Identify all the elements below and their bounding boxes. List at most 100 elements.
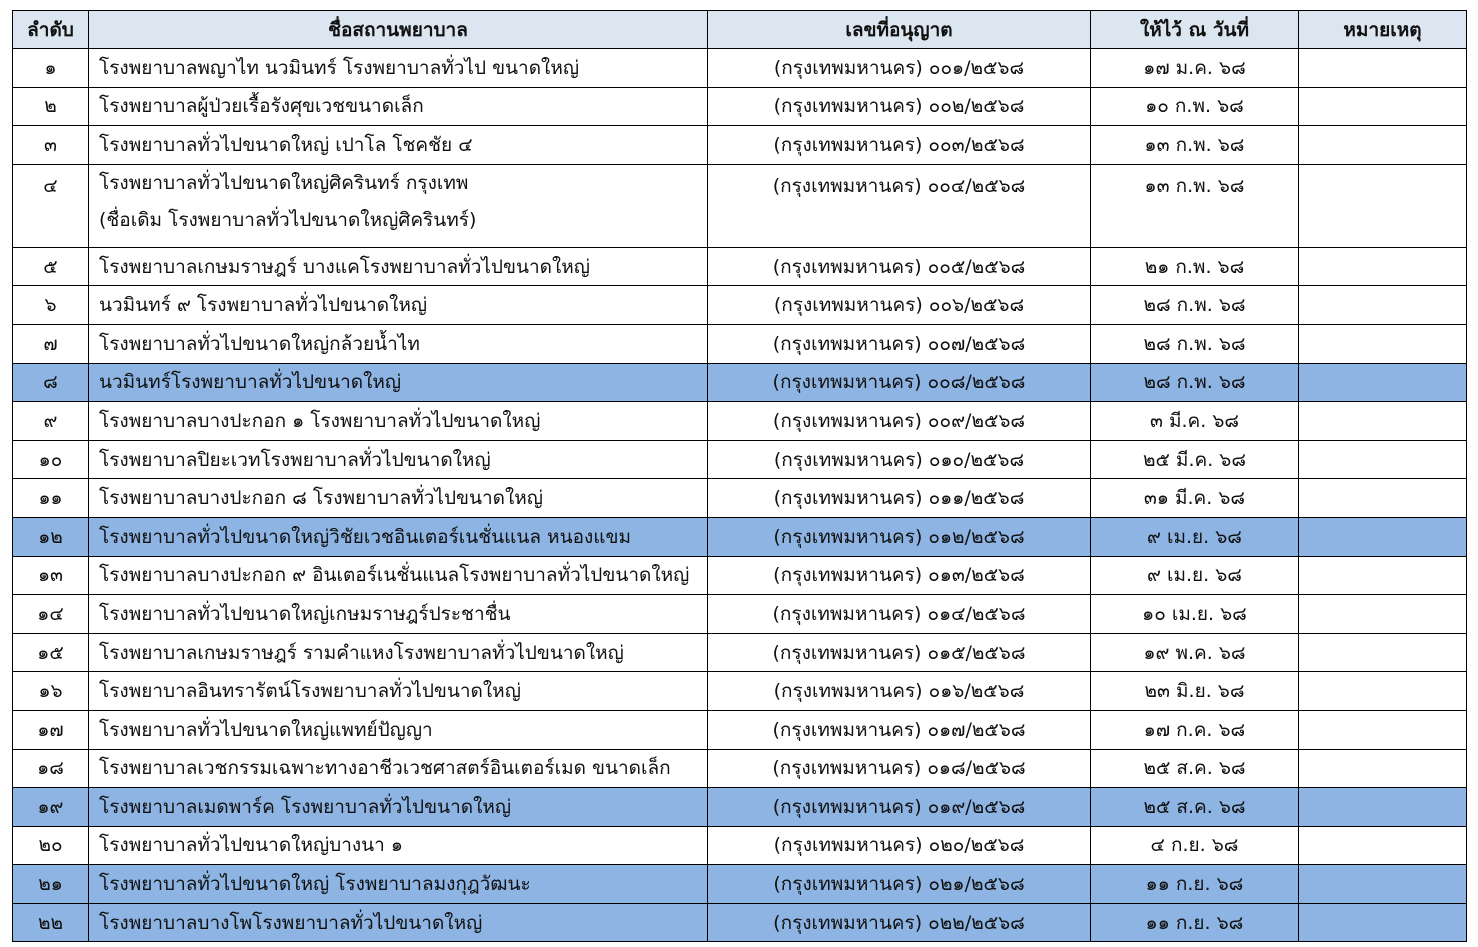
cell-name: โรงพยาบาลพญาไท นวมินทร์ โรงพยาบาลทั่วไป … [88, 48, 708, 88]
table-row: ๔โรงพยาบาลทั่วไปขนาดใหญ่ศิครินทร์ กรุงเท… [12, 163, 1467, 248]
cell-license: (กรุงเทพมหานคร) ๐๑๖/๒๕๖๘ [707, 671, 1091, 711]
table-row: ๑๘ โรงพยาบาลเวชกรรมเฉพาะทางอาชีวเวชศาสตร์… [12, 748, 1467, 789]
hospital-name: โรงพยาบาลพญาไท นวมินทร์ โรงพยาบาลทั่วไป … [99, 56, 580, 79]
table-row: ๑๒ โรงพยาบาลทั่วไปขนาดใหญ่วิชัยเวชอินเตอร… [12, 516, 1467, 557]
hospital-name: โรงพยาบาลเกษมราษฎร์ บางแคโรงพยาบาลทั่วไป… [99, 255, 590, 278]
table-row: ๖ นวมินทร์ ๙ โรงพยาบาลทั่วไปขนาดใหญ่ (กรุง… [12, 285, 1467, 325]
table-row: ๑๗ โรงพยาบาลทั่วไปขนาดใหญ่แพทย์ปัญญา (กรุง… [12, 709, 1467, 750]
cell-name: โรงพยาบาลทั่วไปขนาดใหญ่ศิครินทร์ กรุงเทพ… [88, 163, 708, 248]
cell-license: (กรุงเทพมหานคร) ๐๑๙/๒๕๖๘ [707, 787, 1091, 827]
cell-no: ๒๑ [12, 864, 89, 904]
hospital-license-table: ลำดับ ชื่อสถานพยาบาล เลขที่อนุญาต ให้ไว้… [12, 10, 1467, 943]
cell-name: โรงพยาบาลทั่วไปขนาดใหญ่กล้วยน้ำไท [88, 323, 708, 364]
cell-no: ๑๗ [12, 709, 89, 750]
cell-name: นวมินทร์โรงพยาบาลทั่วไปขนาดใหญ่ [88, 362, 708, 403]
cell-license: (กรุงเทพมหานคร) ๐๐๔/๒๕๖๘ [707, 163, 1091, 248]
table-row: ๒ โรงพยาบาลผู้ป่วยเรื้อรังศุขเวชขนาดเล็ก (… [12, 86, 1467, 127]
cell-note [1298, 48, 1467, 88]
cell-no: ๖ [12, 285, 89, 325]
cell-note [1298, 787, 1467, 827]
hospital-name: โรงพยาบาลทั่วไปขนาดใหญ่แพทย์ปัญญา [99, 718, 433, 741]
cell-name: โรงพยาบาลบางปะกอก ๘ โรงพยาบาลทั่วไปขนาดใ… [88, 478, 708, 518]
cell-no: ๗ [12, 323, 89, 364]
header-no: ลำดับ [12, 10, 89, 49]
hospital-name: โรงพยาบาลอินทรารัตน์โรงพยาบาลทั่วไปขนาดใ… [99, 680, 521, 703]
cell-license: (กรุงเทพมหานคร) ๐๐๑/๒๕๖๘ [707, 48, 1091, 88]
cell-license: (กรุงเทพมหานคร) ๐๑๓/๒๕๖๘ [707, 555, 1091, 596]
cell-name: โรงพยาบาลทั่วไปขนาดใหญ่เกษมราษฎร์ประชาชื… [88, 594, 708, 634]
cell-note [1298, 362, 1467, 403]
cell-note [1298, 323, 1467, 364]
cell-note [1298, 825, 1467, 866]
hospital-name: โรงพยาบาลเมดพาร์ค โรงพยาบาลทั่วไปขนาดใหญ… [99, 795, 512, 818]
cell-no: ๔ [12, 163, 89, 248]
cell-date: ๑๐ เม.ย. ๖๘ [1090, 594, 1299, 634]
cell-date: ๑๓ ก.พ. ๖๘ [1090, 163, 1299, 248]
cell-date: ๒๕ ส.ค. ๖๘ [1090, 787, 1299, 827]
cell-no: ๘ [12, 362, 89, 403]
cell-note [1298, 632, 1467, 673]
cell-date: ๒๘ ก.พ. ๖๘ [1090, 285, 1299, 325]
cell-name: โรงพยาบาลทั่วไปขนาดใหญ่บางนา ๑ [88, 825, 708, 866]
cell-license: (กรุงเทพมหานคร) ๐๐๓/๒๕๖๘ [707, 125, 1091, 165]
header-license: เลขที่อนุญาต [707, 10, 1091, 49]
header-date: ให้ไว้ ณ วันที่ [1090, 10, 1299, 49]
cell-date: ๒๑ ก.พ. ๖๘ [1090, 246, 1299, 287]
cell-no: ๙ [12, 401, 89, 441]
table-row: ๓ โรงพยาบาลทั่วไปขนาดใหญ่ เปาโล โชคชัย ๔ (… [12, 125, 1467, 165]
cell-note [1298, 163, 1467, 248]
cell-no: ๑๕ [12, 632, 89, 673]
cell-license: (กรุงเทพมหานคร) ๐๐๙/๒๕๖๘ [707, 401, 1091, 441]
cell-note [1298, 478, 1467, 518]
cell-name: โรงพยาบาลผู้ป่วยเรื้อรังศุขเวชขนาดเล็ก [88, 86, 708, 127]
cell-name: โรงพยาบาลเกษมราษฎร์ รามคำแหงโรงพยาบาลทั่… [88, 632, 708, 673]
table-body: ๑ โรงพยาบาลพญาไท นวมินทร์ โรงพยาบาลทั่วไป… [12, 48, 1467, 943]
cell-note [1298, 864, 1467, 904]
cell-no: ๑ [12, 48, 89, 88]
hospital-name: โรงพยาบาลทั่วไปขนาดใหญ่ศิครินทร์ กรุงเทพ [99, 171, 469, 194]
hospital-name: โรงพยาบาลบางโพโรงพยาบาลทั่วไปขนาดใหญ่ [99, 911, 483, 934]
cell-date: ๒๘ ก.พ. ๖๘ [1090, 323, 1299, 364]
cell-note [1298, 671, 1467, 711]
table-row: ๑๑ โรงพยาบาลบางปะกอก ๘ โรงพยาบาลทั่วไปขนา… [12, 478, 1467, 518]
table-row: ๑ โรงพยาบาลพญาไท นวมินทร์ โรงพยาบาลทั่วไป… [12, 48, 1467, 88]
cell-name: โรงพยาบาลทั่วไปขนาดใหญ่ เปาโล โชคชัย ๔ [88, 125, 708, 165]
cell-name: โรงพยาบาลบางโพโรงพยาบาลทั่วไปขนาดใหญ่ [88, 902, 708, 943]
cell-no: ๑๘ [12, 748, 89, 789]
cell-note [1298, 246, 1467, 287]
cell-license: (กรุงเทพมหานคร) ๐๐๕/๒๕๖๘ [707, 246, 1091, 287]
cell-license: (กรุงเทพมหานคร) ๐๐๗/๒๕๖๘ [707, 323, 1091, 364]
cell-license: (กรุงเทพมหานคร) ๐๑๑/๒๕๖๘ [707, 478, 1091, 518]
cell-note [1298, 516, 1467, 557]
cell-date: ๑๑ ก.ย. ๖๘ [1090, 902, 1299, 943]
cell-no: ๒ [12, 86, 89, 127]
cell-name: โรงพยาบาลทั่วไปขนาดใหญ่ โรงพยาบาลมงกุฎวั… [88, 864, 708, 904]
table-row: ๘ นวมินทร์โรงพยาบาลทั่วไปขนาดใหญ่ (กรุงเทพ… [12, 362, 1467, 403]
cell-no: ๑๑ [12, 478, 89, 518]
cell-license: (กรุงเทพมหานคร) ๐๐๒/๒๕๖๘ [707, 86, 1091, 127]
cell-license: (กรุงเทพมหานคร) ๐๑๘/๒๕๖๘ [707, 748, 1091, 789]
hospital-former-name: (ชื่อเดิม โรงพยาบาลทั่วไปขนาดใหญ่ศิครินท… [99, 208, 477, 231]
table-row: ๒๑ โรงพยาบาลทั่วไปขนาดใหญ่ โรงพยาบาลมงกุฎ… [12, 864, 1467, 904]
hospital-name: โรงพยาบาลบางปะกอก ๙ อินเตอร์เนชั่นแนลโรง… [99, 564, 690, 587]
cell-no: ๒๒ [12, 902, 89, 943]
table-row: ๕ โรงพยาบาลเกษมราษฎร์ บางแคโรงพยาบาลทั่วไ… [12, 246, 1467, 287]
hospital-name: โรงพยาบาลทั่วไปขนาดใหญ่บางนา ๑ [99, 834, 403, 857]
cell-date: ๒๘ ก.พ. ๖๘ [1090, 362, 1299, 403]
cell-note [1298, 902, 1467, 943]
cell-license: (กรุงเทพมหานคร) ๐๑๔/๒๕๖๘ [707, 594, 1091, 634]
hospital-name: โรงพยาบาลทั่วไปขนาดใหญ่ เปาโล โชคชัย ๔ [99, 133, 473, 156]
cell-name: โรงพยาบาลทั่วไปขนาดใหญ่แพทย์ปัญญา [88, 709, 708, 750]
hospital-name: โรงพยาบาลทั่วไปขนาดใหญ่วิชัยเวชอินเตอร์เ… [99, 525, 632, 548]
cell-no: ๓ [12, 125, 89, 165]
cell-no: ๑๐ [12, 439, 89, 480]
cell-note [1298, 439, 1467, 480]
table-row: ๒๒ โรงพยาบาลบางโพโรงพยาบาลทั่วไปขนาดใหญ่ (… [12, 902, 1467, 943]
header-row: ลำดับ ชื่อสถานพยาบาล เลขที่อนุญาต ให้ไว้… [12, 10, 1467, 49]
table-row: ๑๓ โรงพยาบาลบางปะกอก ๙ อินเตอร์เนชั่นแนลโ… [12, 555, 1467, 596]
cell-note [1298, 285, 1467, 325]
hospital-name: โรงพยาบาลทั่วไปขนาดใหญ่กล้วยน้ำไท [99, 332, 420, 355]
header-name: ชื่อสถานพยาบาล [88, 10, 708, 49]
header-note: หมายเหตุ [1298, 10, 1467, 49]
cell-date: ๑๙ พ.ค. ๖๘ [1090, 632, 1299, 673]
